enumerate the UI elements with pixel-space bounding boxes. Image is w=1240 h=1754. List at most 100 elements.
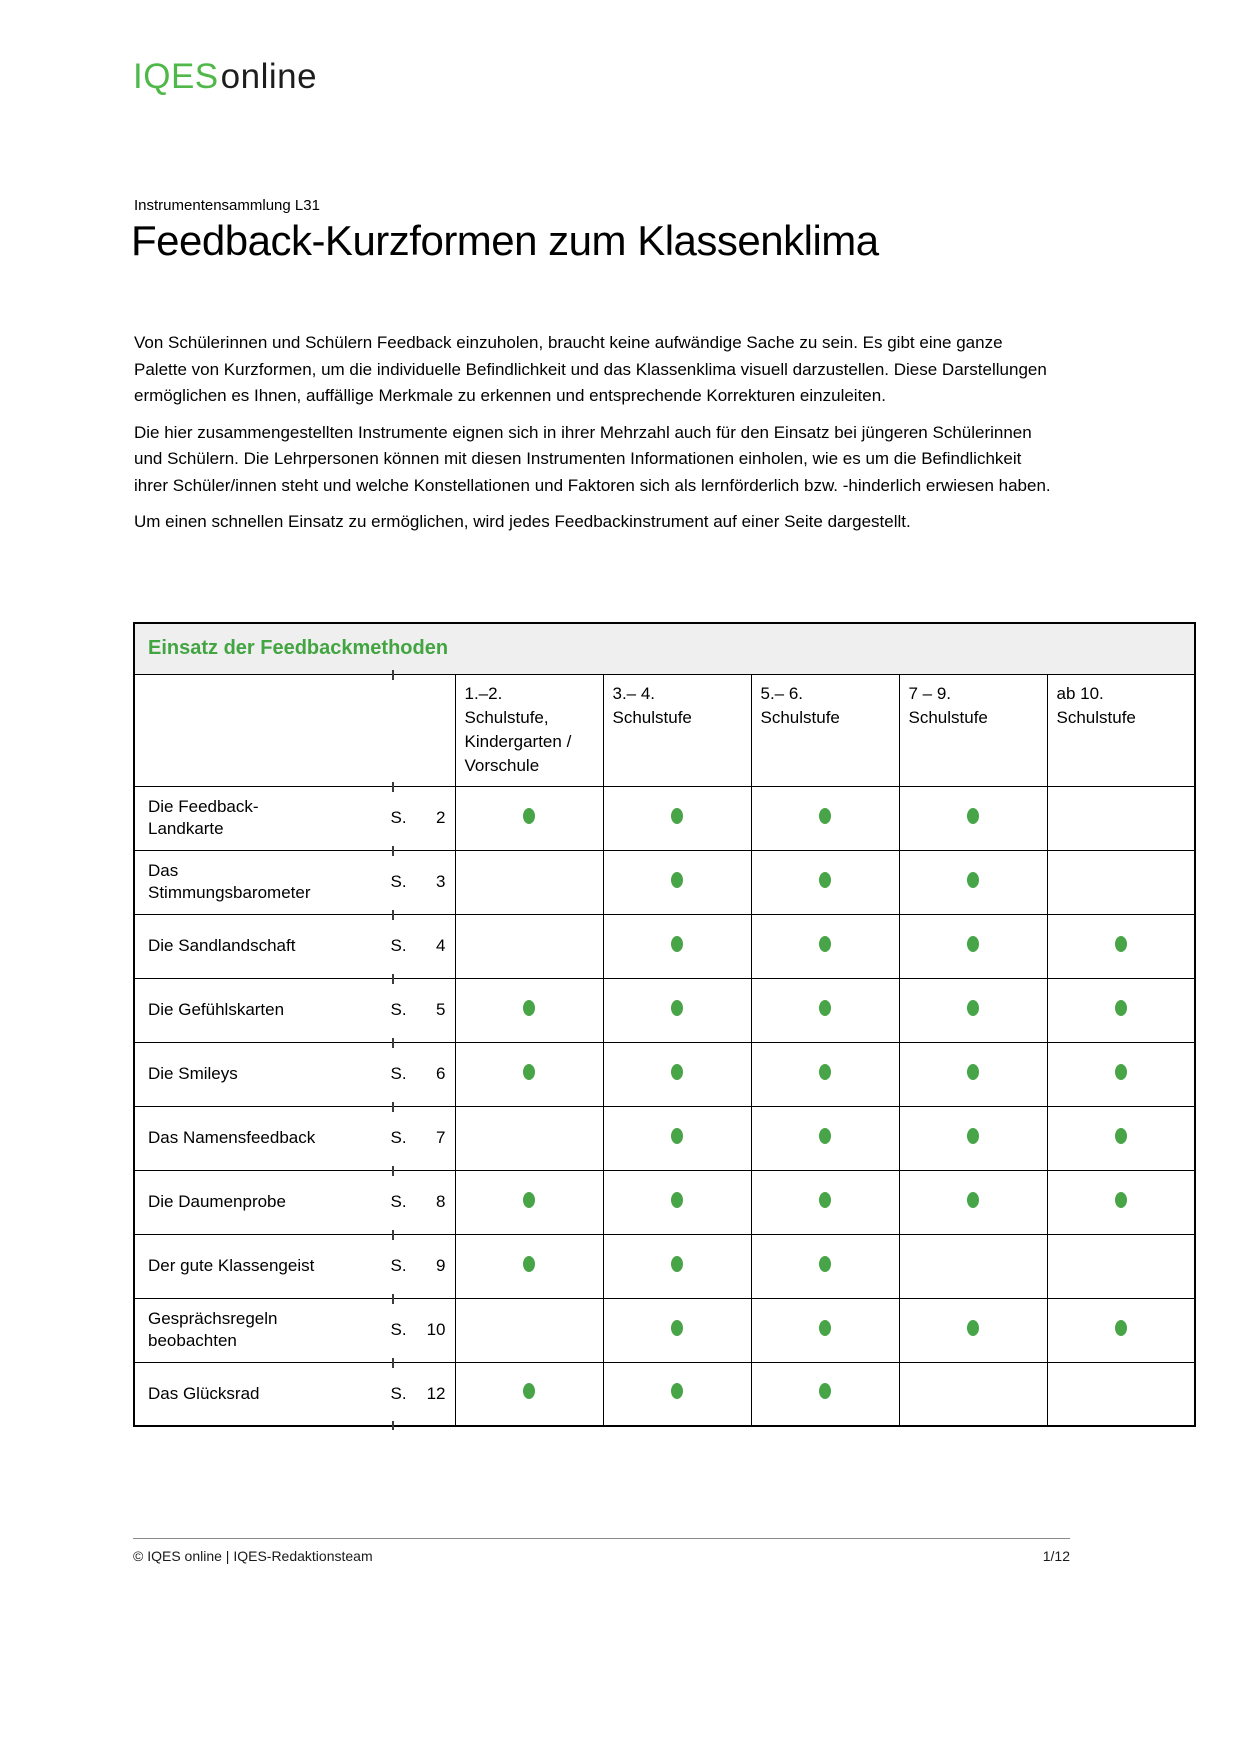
method-name: Die Sandlandschaft — [148, 936, 296, 955]
page-number: 3 — [436, 872, 446, 891]
dot-icon — [523, 1383, 535, 1400]
dot-icon — [1114, 1319, 1127, 1336]
method-name: Der gute Klassengeist — [148, 1256, 315, 1275]
method-name: Die Smileys — [148, 1064, 238, 1083]
collection-label: Instrumentensammlung L31 — [134, 197, 320, 214]
dot-icon — [671, 1255, 683, 1272]
iqes-logo: IQESonline — [133, 57, 317, 97]
dot-icon — [967, 1127, 979, 1144]
method-name-cell: Die Gefühlskarten S. 5 — [133, 974, 456, 1043]
dot-cell — [750, 913, 900, 979]
dot-cell — [898, 849, 1048, 915]
dot-cell — [602, 785, 752, 851]
dot-cell — [898, 785, 1048, 851]
dot-cell — [1046, 785, 1196, 851]
dot-icon — [819, 1319, 831, 1336]
dot-icon — [671, 1319, 683, 1336]
dot-cell — [1046, 1169, 1196, 1235]
intro-paragraph: Um einen schnellen Einsatz zu ermögliche… — [134, 512, 911, 531]
method-name-cell: Gesprächsregeln beobachten S. 10 — [133, 1294, 456, 1363]
method-name-cell: Das Stimmungsbarometer S. 3 — [133, 846, 456, 915]
page-ref: S. 8 — [391, 1192, 455, 1212]
page-prefix: S. — [390, 1383, 407, 1403]
dot-cell — [602, 1041, 752, 1107]
method-name-cell: Die Daumenprobe S. 8 — [133, 1166, 456, 1235]
page-footer: © IQES online | IQES-Redaktionsteam 1/12 — [133, 1538, 1070, 1564]
dot-cell — [1046, 1233, 1196, 1299]
column-header-schulstufe-3-4: 3.– 4. Schulstufe — [602, 673, 752, 787]
dot-icon — [671, 1383, 683, 1400]
page-prefix: S. — [390, 1064, 407, 1083]
dot-cell — [454, 1041, 604, 1107]
table-header-row: 1.–2. Schulstufe, Kindergarten / Vorschu… — [133, 670, 1196, 787]
page-number: 6 — [436, 1064, 446, 1083]
method-name-cell: Die Sandlandschaft S. 4 — [133, 910, 456, 979]
dot-cell — [454, 1105, 604, 1171]
intro-paragraph: Die hier zusammengestellten Instrumente … — [134, 422, 1051, 495]
page-ref: S. 6 — [391, 1064, 455, 1084]
dot-cell — [1046, 1361, 1196, 1427]
dot-cell — [602, 913, 752, 979]
table-caption-row: Einsatz der Feedbackmethoden — [133, 622, 1196, 675]
page-ref: S. 12 — [391, 1384, 455, 1404]
table-row: Das Namensfeedback S. 7 — [133, 1102, 1196, 1171]
dot-icon — [1114, 1127, 1127, 1144]
dot-cell — [750, 1233, 900, 1299]
dot-icon — [1114, 935, 1127, 952]
dot-cell — [602, 1297, 752, 1363]
page-prefix: S. — [390, 1192, 407, 1211]
page-ref: S. 2 — [391, 808, 455, 828]
dot-cell — [898, 1169, 1048, 1235]
dot-cell — [898, 1361, 1048, 1427]
dot-icon — [523, 807, 535, 824]
method-name: Das Stimmungsbarometer — [148, 861, 311, 902]
page-number: 8 — [436, 1192, 446, 1211]
table-row: Die Gefühlskarten S. 5 — [133, 974, 1196, 1043]
table-row: Der gute Klassengeist S. 9 — [133, 1230, 1196, 1299]
column-header-schulstufe-1-2: 1.–2. Schulstufe, Kindergarten / Vorschu… — [454, 673, 604, 787]
logo-suffix-text: online — [220, 57, 318, 96]
table-row: Die Smileys S. 6 — [133, 1038, 1196, 1107]
dot-icon — [819, 1127, 831, 1144]
dot-cell — [454, 1297, 604, 1363]
dot-cell — [750, 849, 900, 915]
dot-cell — [1046, 1041, 1196, 1107]
table-row: Die Feedback- Landkarte S. 2 — [133, 782, 1196, 851]
dot-cell — [750, 785, 900, 851]
dot-icon — [967, 999, 979, 1016]
dot-icon — [1114, 1191, 1127, 1208]
dot-cell — [454, 913, 604, 979]
dot-icon — [967, 1191, 979, 1208]
dot-icon — [1114, 999, 1127, 1016]
dot-cell — [454, 1233, 604, 1299]
dot-icon — [671, 871, 683, 888]
dot-icon — [967, 1319, 979, 1336]
page-number: 12 — [426, 1383, 446, 1403]
page-number: 4 — [436, 936, 446, 955]
dot-icon — [967, 871, 979, 888]
column-header-schulstufe-7-9: 7 – 9. Schulstufe — [898, 673, 1048, 787]
dot-cell — [454, 977, 604, 1043]
method-name-cell: Der gute Klassengeist S. 9 — [133, 1230, 456, 1299]
page-title: Feedback-Kurzformen zum Klassenklima — [131, 217, 879, 264]
method-name: Die Gefühlskarten — [148, 1000, 285, 1019]
logo-brand-text: IQES — [133, 57, 219, 96]
page-ref: S. 3 — [391, 872, 455, 892]
dot-icon — [819, 1383, 831, 1400]
method-name: Das Glücksrad — [148, 1383, 260, 1403]
intro-paragraph: Von Schülerinnen und Schülern Feedback e… — [134, 333, 1047, 405]
dot-icon — [671, 1127, 683, 1144]
page-ref: S. 5 — [391, 1000, 455, 1020]
footer-copyright: © IQES online | IQES-Redaktionsteam — [133, 1548, 373, 1564]
dot-cell — [602, 849, 752, 915]
footer-page-number: 1/12 — [1042, 1548, 1070, 1564]
dot-cell — [454, 785, 604, 851]
method-name-cell: Das Glücksrad S. 12 — [133, 1358, 456, 1431]
column-header-schulstufe-ab-10: ab 10. Schulstufe — [1046, 673, 1196, 787]
dot-icon — [671, 999, 683, 1016]
dot-icon — [819, 807, 831, 824]
dot-icon — [523, 999, 535, 1016]
dot-cell — [602, 1105, 752, 1171]
dot-icon — [819, 1063, 831, 1080]
